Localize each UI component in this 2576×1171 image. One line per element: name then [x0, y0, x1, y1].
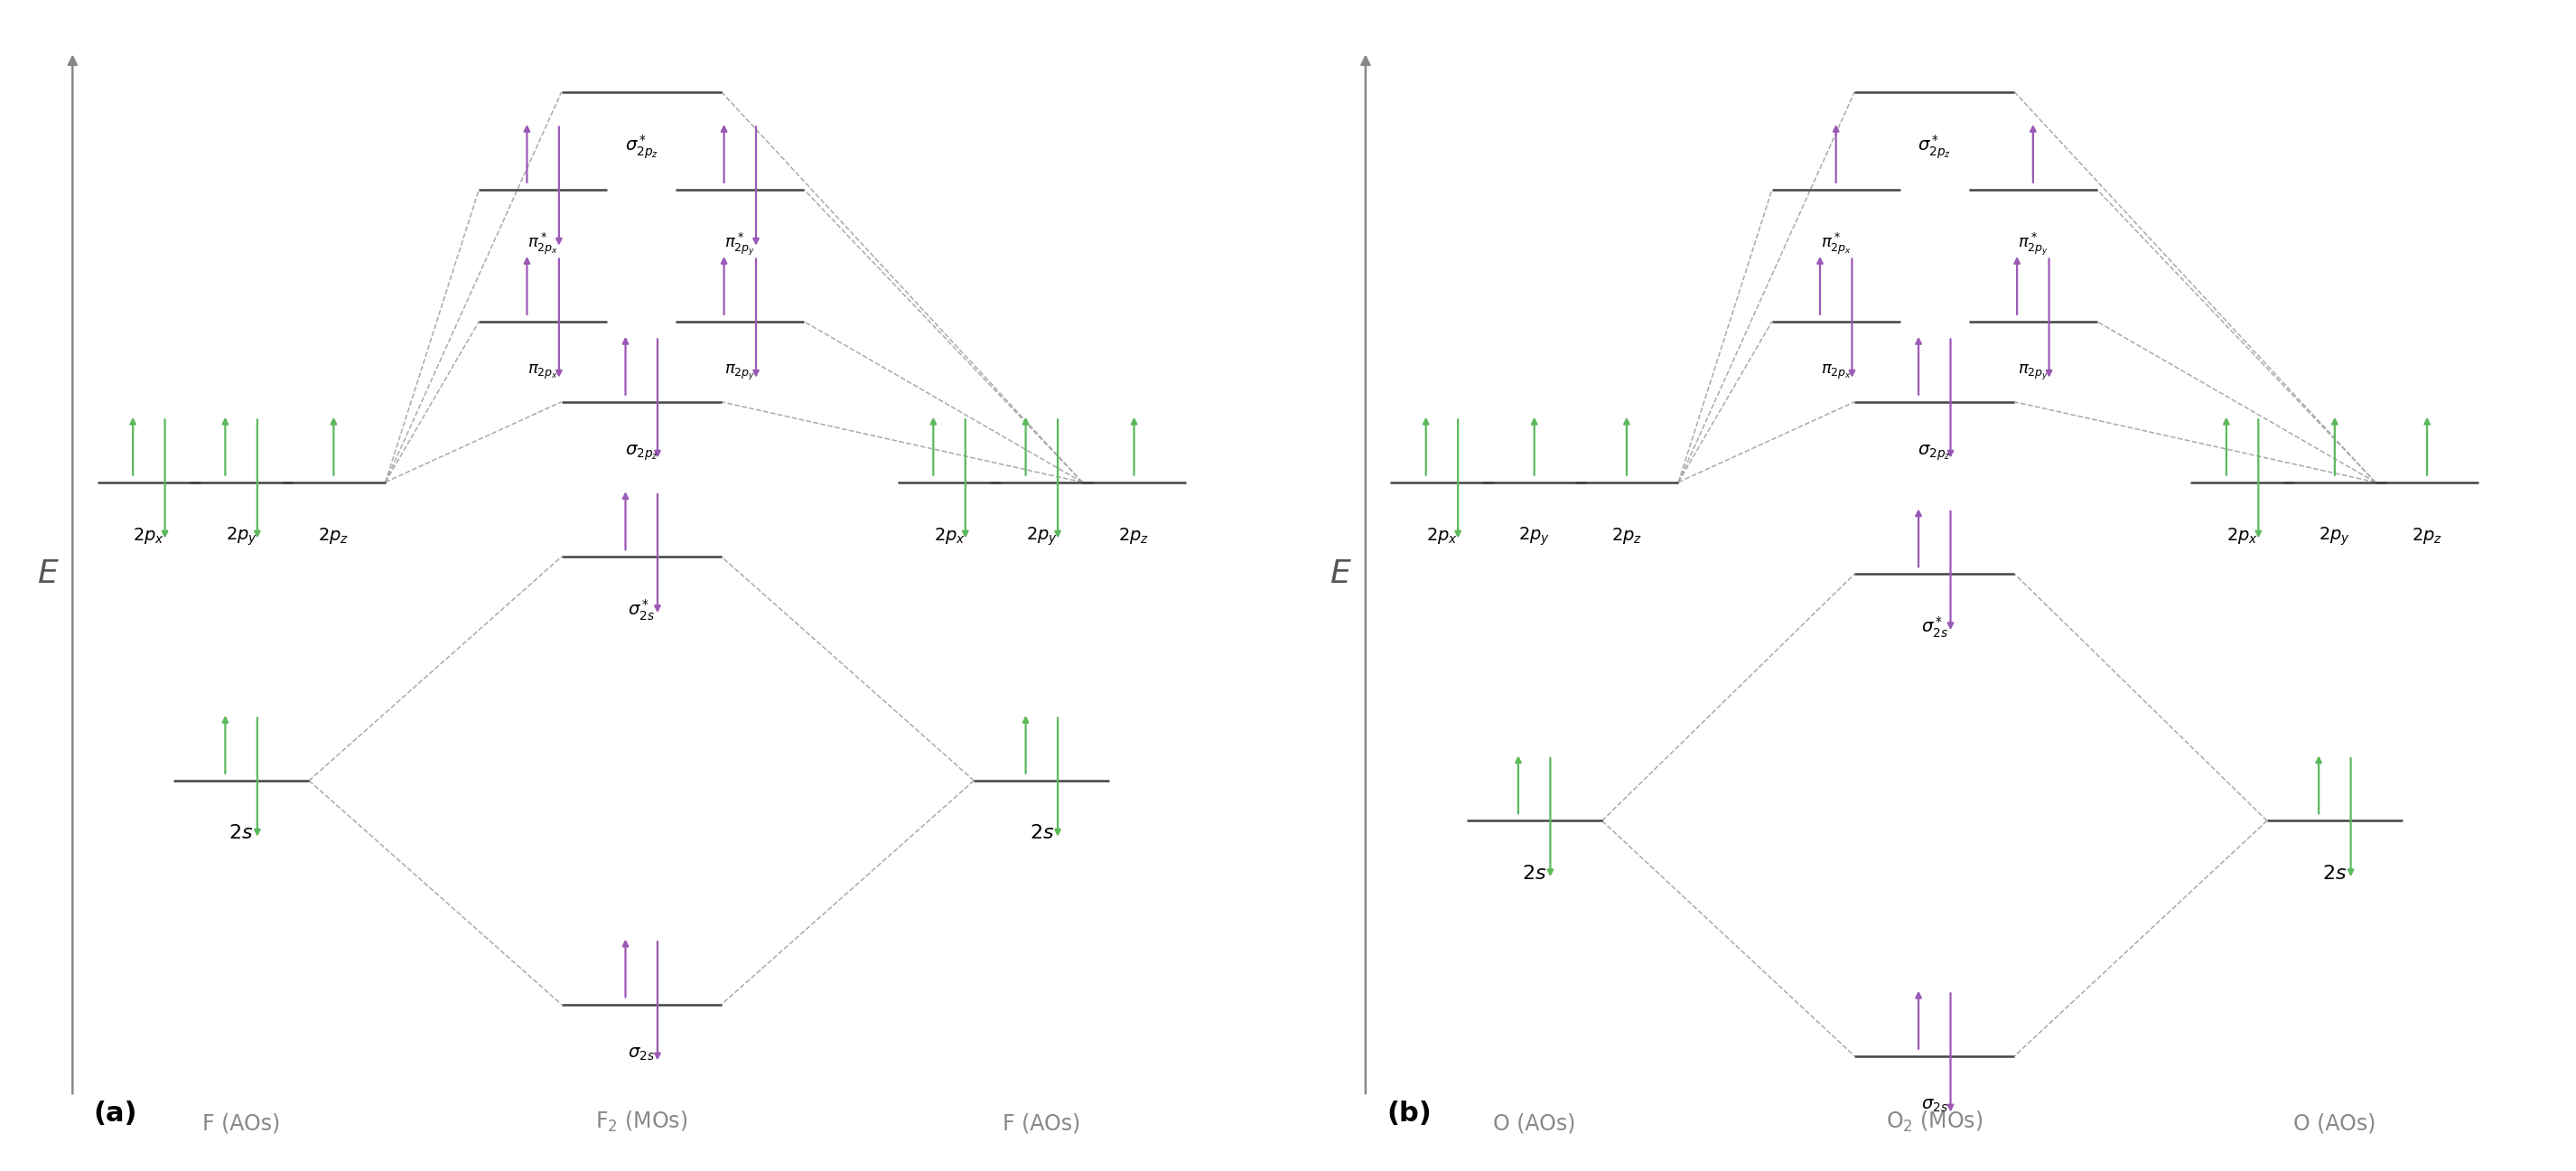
Text: $2p_y$: $2p_y$: [2318, 526, 2349, 548]
Text: $\sigma_{2p_z}$: $\sigma_{2p_z}$: [1919, 443, 1950, 463]
Text: $\sigma^*_{2s}$: $\sigma^*_{2s}$: [1922, 615, 1947, 641]
Text: $2p_z$: $2p_z$: [2411, 526, 2442, 546]
Text: $2p_y$: $2p_y$: [1517, 526, 1551, 548]
Text: $\pi^*_{2p_x}$: $\pi^*_{2p_x}$: [528, 231, 559, 256]
Text: $2p_z$: $2p_z$: [1610, 526, 1641, 546]
Text: $2p_z$: $2p_z$: [1118, 526, 1149, 546]
Text: $\sigma^*_{2p_z}$: $\sigma^*_{2p_z}$: [626, 133, 657, 160]
Text: $\sigma_{2s}$: $\sigma_{2s}$: [1922, 1097, 1947, 1115]
Text: $\pi_{2p_y}$: $\pi_{2p_y}$: [724, 363, 755, 382]
Text: $E$: $E$: [36, 559, 59, 589]
Text: $2p_x$: $2p_x$: [933, 526, 966, 546]
Text: $2p_x$: $2p_x$: [1427, 526, 1458, 546]
Text: (a): (a): [93, 1101, 137, 1128]
Text: $\pi_{2p_x}$: $\pi_{2p_x}$: [528, 363, 559, 381]
Text: $2p_x$: $2p_x$: [134, 526, 165, 546]
Text: $2p_y$: $2p_y$: [227, 526, 258, 548]
Text: F (AOs): F (AOs): [1002, 1112, 1082, 1134]
Text: $\pi^*_{2p_y}$: $\pi^*_{2p_y}$: [2017, 231, 2048, 258]
Text: $\sigma_{2s}$: $\sigma_{2s}$: [629, 1046, 654, 1063]
Text: O (AOs): O (AOs): [1494, 1112, 1577, 1134]
Text: $2s$: $2s$: [2324, 864, 2347, 883]
Text: F$_2$ (MOs): F$_2$ (MOs): [595, 1109, 688, 1134]
Text: $2p_z$: $2p_z$: [319, 526, 350, 546]
Text: $2s$: $2s$: [1522, 864, 1546, 883]
Text: $\sigma_{2p_z}$: $\sigma_{2p_z}$: [626, 443, 657, 463]
Text: $\sigma^*_{2p_z}$: $\sigma^*_{2p_z}$: [1919, 133, 1950, 160]
Text: $\pi_{2p_x}$: $\pi_{2p_x}$: [1821, 363, 1852, 381]
Text: $2p_y$: $2p_y$: [1025, 526, 1059, 548]
Text: (b): (b): [1386, 1101, 1432, 1128]
Text: $\pi_{2p_y}$: $\pi_{2p_y}$: [2017, 363, 2048, 382]
Text: $\pi^*_{2p_x}$: $\pi^*_{2p_x}$: [1821, 231, 1852, 256]
Text: $E$: $E$: [1329, 559, 1352, 589]
Text: $\pi^*_{2p_y}$: $\pi^*_{2p_y}$: [724, 231, 755, 258]
Text: O (AOs): O (AOs): [2293, 1112, 2375, 1134]
Text: $2s$: $2s$: [1030, 824, 1054, 842]
Text: $2p_x$: $2p_x$: [2226, 526, 2259, 546]
Text: $2s$: $2s$: [229, 824, 252, 842]
Text: F (AOs): F (AOs): [204, 1112, 281, 1134]
Text: $\sigma^*_{2s}$: $\sigma^*_{2s}$: [629, 598, 654, 623]
Text: O$_2$ (MOs): O$_2$ (MOs): [1886, 1109, 1984, 1134]
